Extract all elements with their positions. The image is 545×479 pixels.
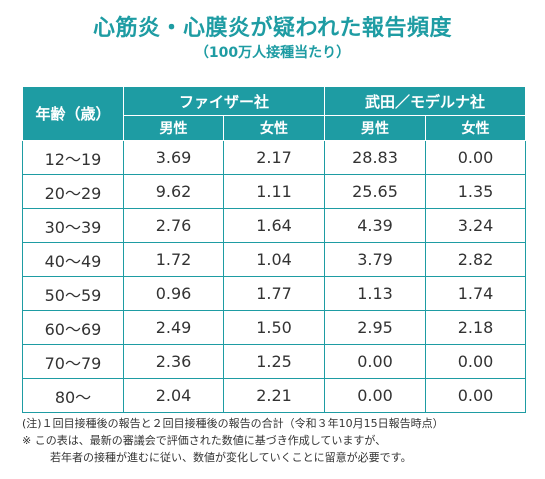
value-cell: 0.00 xyxy=(425,378,527,413)
value-cell: 1.64 xyxy=(222,208,326,243)
moderna-header: 武田／モデルナ社 xyxy=(324,86,527,116)
value-cell: 3.24 xyxy=(425,208,527,243)
value-cell: 2.49 xyxy=(123,310,224,345)
age-cell: 80〜 xyxy=(22,378,124,413)
age-cell: 40〜49 xyxy=(22,242,124,277)
footnote-caution-cont: 若年者の接種が進むに従い、数値が変化していくことに留意が必要です。 xyxy=(50,451,412,464)
value-cell: 28.83 xyxy=(324,140,427,175)
value-cell: 2.04 xyxy=(123,378,224,413)
value-cell: 2.18 xyxy=(425,310,527,345)
table-row: 20〜29 9.62 1.11 25.65 1.35 xyxy=(22,174,527,209)
value-cell: 1.13 xyxy=(324,276,427,311)
value-cell: 1.72 xyxy=(123,242,224,277)
value-cell: 2.17 xyxy=(222,140,326,175)
table-row: 60〜69 2.49 1.50 2.95 2.18 xyxy=(22,310,527,345)
table-row: 70〜79 2.36 1.25 0.00 0.00 xyxy=(22,344,527,379)
footnotes: (注)１回目接種後の報告と２回目接種後の報告の合計（令和３年10月15日報告時点… xyxy=(22,415,532,466)
page-title: 心筋炎・心膜炎が疑われた報告頻度 xyxy=(93,16,452,41)
pfizer-male-header: 男性 xyxy=(123,115,224,141)
value-cell: 0.00 xyxy=(425,140,527,175)
value-cell: 9.62 xyxy=(123,174,224,209)
value-cell: 0.96 xyxy=(123,276,224,311)
value-cell: 2.76 xyxy=(123,208,224,243)
moderna-male-header: 男性 xyxy=(324,115,427,141)
age-cell: 50〜59 xyxy=(22,276,124,311)
footnote-caution: ※ この表は、最新の審議会で評価された数値に基づき作成していますが、 xyxy=(22,434,387,447)
table-row: 40〜49 1.72 1.04 3.79 2.82 xyxy=(22,242,527,277)
value-cell: 2.21 xyxy=(222,378,326,413)
value-cell: 1.50 xyxy=(222,310,326,345)
value-cell: 25.65 xyxy=(324,174,427,209)
age-cell: 30〜39 xyxy=(22,208,124,243)
footnote-total: (注)１回目接種後の報告と２回目接種後の報告の合計（令和３年10月15日報告時点… xyxy=(22,417,444,430)
value-cell: 3.69 xyxy=(123,140,224,175)
value-cell: 3.79 xyxy=(324,242,427,277)
value-cell: 2.95 xyxy=(324,310,427,345)
page-subtitle: （100万人接種当たり） xyxy=(194,45,351,61)
value-cell: 2.82 xyxy=(425,242,527,277)
value-cell: 1.11 xyxy=(222,174,326,209)
table-row: 12〜19 3.69 2.17 28.83 0.00 xyxy=(22,140,527,175)
age-cell: 70〜79 xyxy=(22,344,124,379)
age-header: 年齢（歳） xyxy=(22,86,124,141)
value-cell: 1.77 xyxy=(222,276,326,311)
table-row: 50〜59 0.96 1.77 1.13 1.74 xyxy=(22,276,527,311)
pfizer-header: ファイザー社 xyxy=(122,86,326,116)
value-cell: 0.00 xyxy=(324,378,427,413)
pfizer-female-header: 女性 xyxy=(222,115,326,141)
value-cell: 2.36 xyxy=(123,344,224,379)
value-cell: 4.39 xyxy=(324,208,427,243)
table-row: 80〜 2.04 2.21 0.00 0.00 xyxy=(22,378,527,413)
frequency-table: 年齢（歳） ファイザー社 武田／モデルナ社 男性 女性 男性 女性 12〜19 … xyxy=(22,86,527,413)
value-cell: 1.04 xyxy=(222,242,326,277)
value-cell: 0.00 xyxy=(324,344,427,379)
table-row: 30〜39 2.76 1.64 4.39 3.24 xyxy=(22,208,527,243)
value-cell: 1.35 xyxy=(425,174,527,209)
value-cell: 1.25 xyxy=(222,344,326,379)
value-cell: 0.00 xyxy=(425,344,527,379)
age-cell: 60〜69 xyxy=(22,310,124,345)
age-cell: 12〜19 xyxy=(22,140,124,175)
age-cell: 20〜29 xyxy=(22,174,124,209)
moderna-female-header: 女性 xyxy=(425,115,527,141)
value-cell: 1.74 xyxy=(425,276,527,311)
